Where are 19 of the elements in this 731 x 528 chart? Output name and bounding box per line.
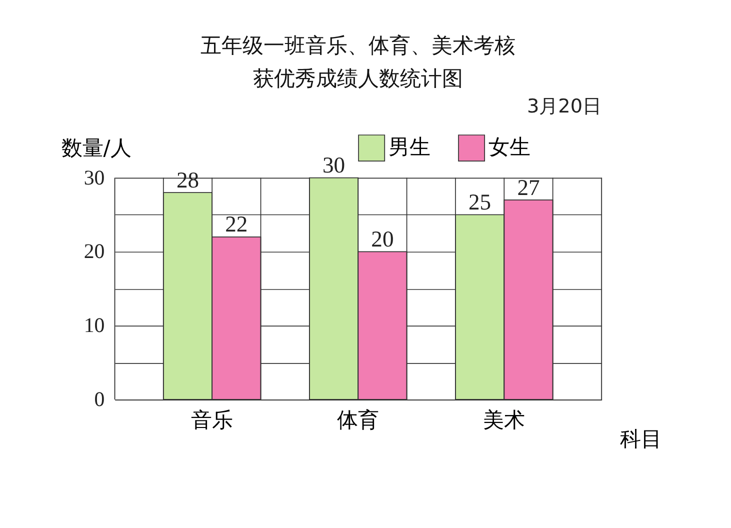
chart-subtitle: 获优秀成绩人数统计图 (253, 66, 464, 91)
legend-label: 女生 (488, 135, 530, 160)
x-tick-label: 体育 (337, 408, 380, 432)
y-tick-label: 10 (84, 313, 105, 338)
data-label: 20 (371, 226, 394, 252)
text: 3月20日 (527, 94, 602, 118)
x-tick-label: 美术 (483, 408, 526, 432)
data-label: 30 (322, 152, 346, 178)
x-tick-label: 音乐 (191, 408, 234, 432)
x-axis-title: 科目 (620, 426, 662, 451)
chart-title: 五年级一班音乐、体育、美术考核 (200, 34, 516, 58)
y-axis-title: 数量/人 (61, 136, 132, 160)
y-tick-label: 0 (94, 386, 105, 411)
data-label: 25 (468, 190, 492, 215)
legend-label: 男生 (388, 135, 431, 160)
y-tick-label: 20 (84, 239, 105, 264)
y-tick-label: 30 (84, 165, 105, 190)
data-label: 22 (225, 212, 248, 237)
data-label: 27 (517, 174, 540, 200)
